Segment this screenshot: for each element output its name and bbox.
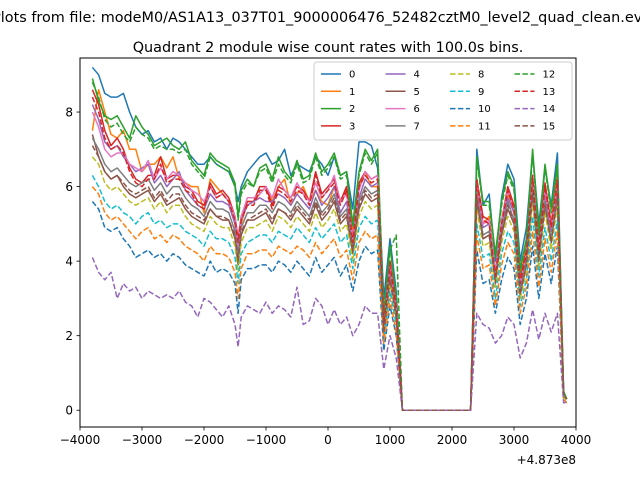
x-tick-label: −3000 <box>122 433 163 447</box>
x-axis: −4000 −3000 −2000 −1000 0 1000 2000 3000 4000 <box>60 427 592 447</box>
legend-label-3: 3 <box>349 121 355 132</box>
legend-label-15: 15 <box>543 121 556 132</box>
x-tick-label: 0 <box>324 433 332 447</box>
legend-label-6: 6 <box>414 104 420 115</box>
legend-label-1: 1 <box>349 87 355 98</box>
x-tick-label: 3000 <box>499 433 530 447</box>
legend-label-5: 5 <box>414 87 420 98</box>
legend-frame <box>313 61 573 141</box>
x-tick-label: 1000 <box>375 433 406 447</box>
x-tick-label: −4000 <box>60 433 101 447</box>
legend-label-0: 0 <box>349 70 355 81</box>
figure-suptitle: Plots from file: modeM0/AS1A13_037T01_90… <box>0 10 640 26</box>
y-tick-label: 8 <box>65 106 73 120</box>
series-line-7 <box>91 137 568 411</box>
x-tick-label: 2000 <box>437 433 468 447</box>
series-line-2 <box>91 78 568 411</box>
series-line-15 <box>91 145 568 411</box>
series-layer <box>91 66 568 411</box>
series-line-11 <box>91 186 568 411</box>
y-tick-label: 0 <box>65 404 73 418</box>
legend-label-8: 8 <box>478 70 484 81</box>
y-tick-label: 4 <box>65 255 73 269</box>
legend-label-12: 12 <box>543 70 556 81</box>
x-tick-label: −2000 <box>184 433 225 447</box>
series-line-9 <box>91 175 568 411</box>
axes-title: Quadrant 2 module wise count rates with … <box>133 40 524 56</box>
series-line-12 <box>91 81 568 411</box>
x-tick-label: −1000 <box>246 433 287 447</box>
y-axis: 0 2 4 6 8 <box>65 106 80 418</box>
series-line-10 <box>91 201 568 411</box>
legend-label-10: 10 <box>478 104 491 115</box>
series-line-14 <box>91 257 567 411</box>
series-line-13 <box>91 96 568 411</box>
series-line-0 <box>91 66 568 411</box>
legend-label-14: 14 <box>543 104 556 115</box>
legend-label-2: 2 <box>349 104 355 115</box>
legend-label-13: 13 <box>543 87 556 98</box>
y-tick-label: 2 <box>65 329 73 343</box>
series-line-8 <box>91 156 567 411</box>
x-tick-label: 4000 <box>561 433 592 447</box>
legend-label-11: 11 <box>478 121 491 132</box>
legend-label-4: 4 <box>414 70 420 81</box>
legend-label-9: 9 <box>478 87 484 98</box>
legend-label-7: 7 <box>414 121 420 132</box>
y-tick-label: 6 <box>65 180 73 194</box>
x-axis-offset-label: +4.873e8 <box>517 453 576 467</box>
